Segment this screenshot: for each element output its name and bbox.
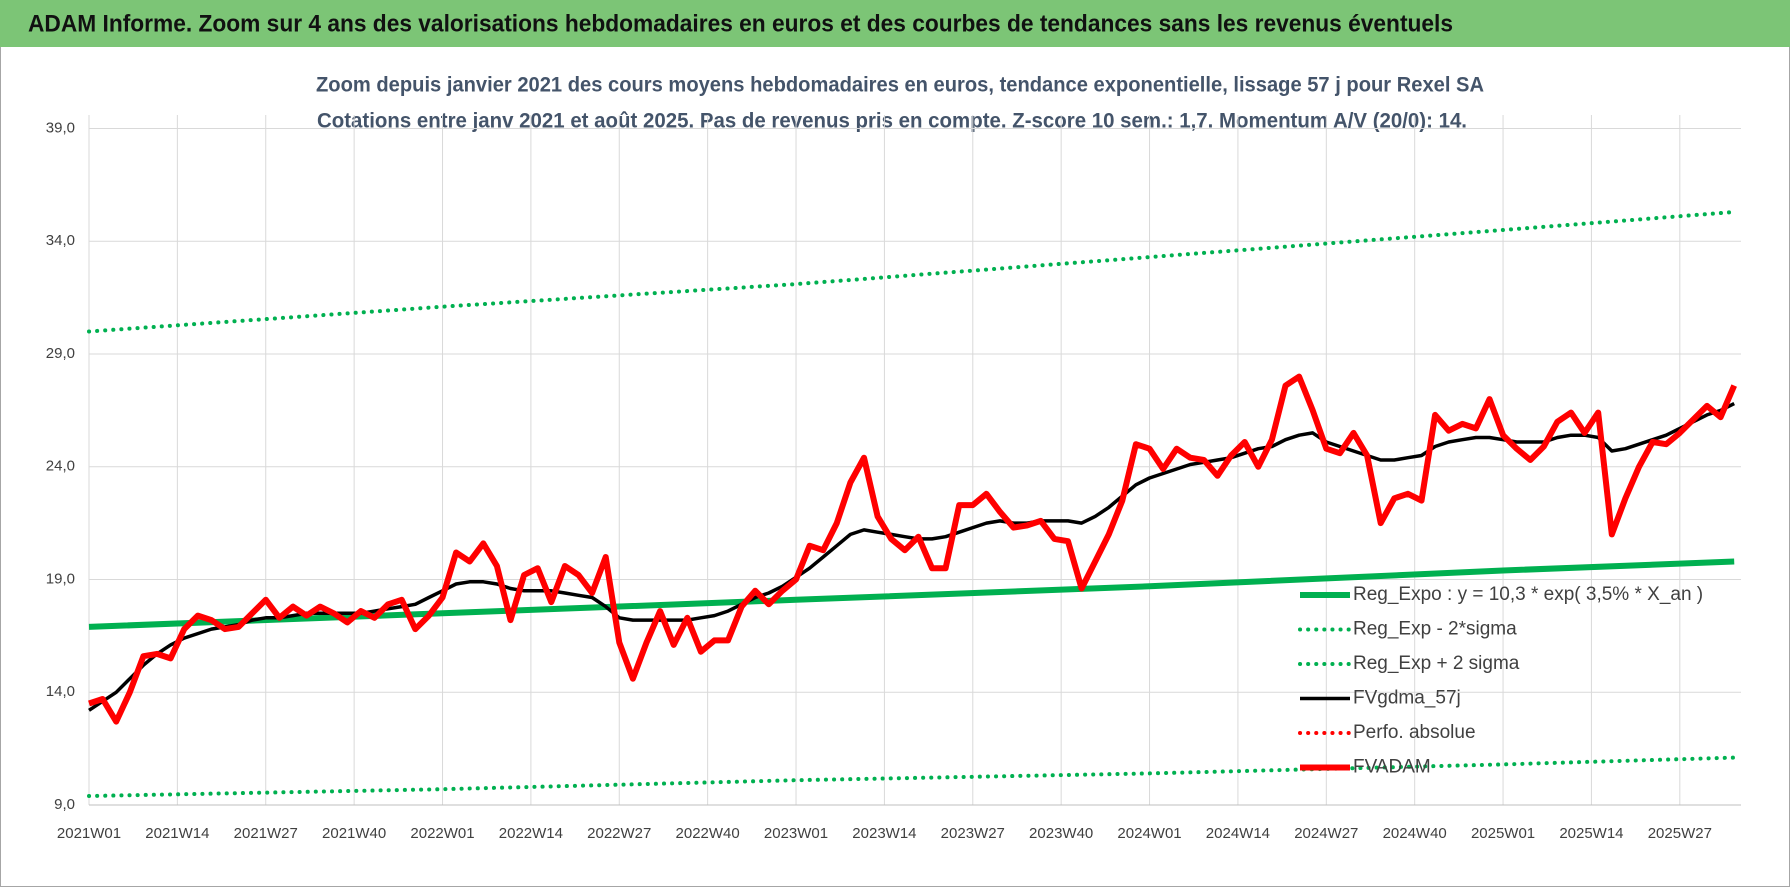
grid: 9,0 14,0 19,0 24,0 29,0 34,0 39,0 2021W01 2021W1…	[46, 115, 1741, 842]
chart-title: Zoom depuis janvier 2021 des cours moyen…	[316, 74, 1484, 97]
x-tick-label: 2023W40	[1029, 825, 1093, 842]
y-tick-label: 9,0	[54, 796, 75, 813]
x-tick-label: 2025W14	[1559, 825, 1623, 842]
header-title: ADAM Informe. Zoom sur 4 ans des valoris…	[28, 10, 1453, 37]
x-tick-label: 2022W27	[587, 825, 651, 842]
chart-subtitle: Cotations entre janv 2021 et août 2025. …	[317, 110, 1467, 133]
x-tick-label: 2024W27	[1294, 825, 1358, 842]
series-line	[87, 755, 1737, 798]
y-tick-label: 34,0	[46, 232, 75, 249]
x-tick-label: 2023W01	[764, 825, 828, 842]
series-line	[88, 558, 1735, 630]
x-tick-label: 2022W14	[499, 825, 563, 842]
legend: Reg_Expo : y = 10,3 * exp( 3,5% * X_an )…	[1298, 584, 1703, 778]
x-tick-label: 2023W27	[941, 825, 1005, 842]
series-line	[88, 373, 1737, 725]
x-tick-label: 2023W14	[852, 825, 916, 842]
x-tick-label: 2022W01	[410, 825, 474, 842]
legend-label: FVgdma_57j	[1353, 688, 1461, 709]
x-tick-label: 2021W01	[57, 825, 121, 842]
x-tick-label: 2022W40	[676, 825, 740, 842]
x-tick-label: 2025W01	[1471, 825, 1535, 842]
x-tick-label: 2024W40	[1383, 825, 1447, 842]
x-tick-label: 2025W27	[1648, 825, 1712, 842]
x-tick-label: 2021W27	[234, 825, 298, 842]
y-tick-label: 29,0	[46, 345, 75, 362]
y-tick-label: 24,0	[46, 458, 75, 475]
y-tick-label: 14,0	[46, 683, 75, 700]
legend-label: FVADAM	[1353, 757, 1431, 778]
x-tick-label: 2024W01	[1117, 825, 1181, 842]
legend-label: Reg_Exp - 2*sigma	[1353, 619, 1517, 640]
y-tick-label: 19,0	[46, 570, 75, 587]
header-bar	[0, 0, 1790, 47]
x-tick-label: 2021W40	[322, 825, 386, 842]
plot	[87, 210, 1737, 798]
x-tick-label: 2021W14	[145, 825, 209, 842]
y-tick-label: 39,0	[46, 119, 75, 136]
legend-label: Reg_Exp + 2 sigma	[1353, 653, 1520, 674]
legend-label: Perfo. absolue	[1353, 722, 1476, 743]
series-line	[87, 210, 1737, 334]
legend-label: Reg_Expo : y = 10,3 * exp( 3,5% * X_an )	[1353, 584, 1703, 605]
x-tick-label: 2024W14	[1206, 825, 1270, 842]
